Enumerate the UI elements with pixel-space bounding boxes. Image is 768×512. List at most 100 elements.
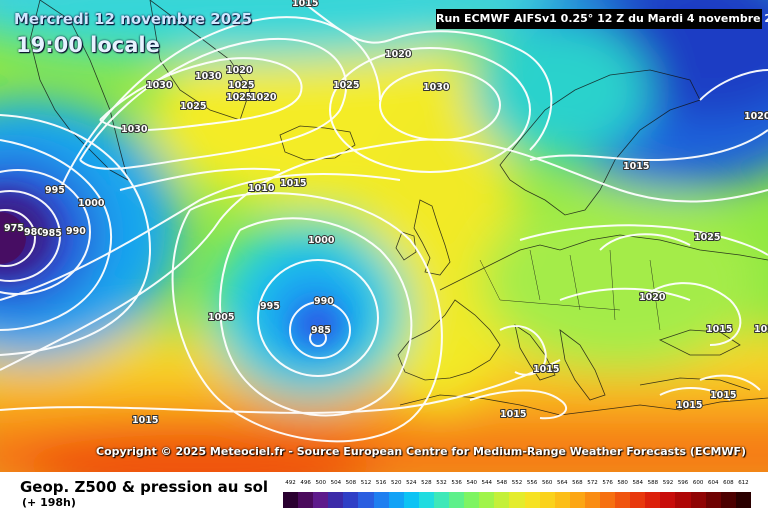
isobar-label: 1000 <box>308 235 335 246</box>
isobar-label: 1025 <box>333 80 359 91</box>
color-scale-label: 532 <box>436 480 447 486</box>
isobar-label: 1015 <box>706 324 732 335</box>
isobar-label: 985 <box>311 325 331 336</box>
isobar-label: 995 <box>45 185 65 196</box>
color-scale-swatch <box>705 492 721 508</box>
color-scale-label: 536 <box>451 480 462 486</box>
isobar-label: 1030 <box>195 71 222 82</box>
color-scale-swatch <box>539 492 555 508</box>
color-scale-label: 580 <box>617 480 628 486</box>
isobar-label: 1015 <box>533 364 559 375</box>
color-scale-label: 600 <box>692 480 704 486</box>
color-scale-label: 604 <box>708 480 719 486</box>
color-scale-swatch <box>388 492 404 508</box>
color-scale-label: 496 <box>300 480 311 486</box>
color-scale-swatch <box>615 492 631 508</box>
copyright-notice: Copyright © 2025 Meteociel.fr - Source E… <box>96 445 747 458</box>
isobar-label: 1020 <box>250 92 277 103</box>
color-scale-swatch <box>675 492 691 508</box>
color-scale-label: 548 <box>496 480 508 486</box>
color-scale-swatch <box>524 492 540 508</box>
color-scale-label: 524 <box>406 480 417 486</box>
color-scale-swatch <box>433 492 450 508</box>
color-scale-label: 556 <box>526 480 538 486</box>
color-scale-swatch <box>584 492 600 508</box>
color-scale-label: 596 <box>677 480 689 486</box>
isobar-labels: 1015 1020 1030 1030 1020 1025 1025 1020 … <box>3 0 768 427</box>
isobar-label: 1015 <box>500 409 526 420</box>
isobar-label: 1030 <box>146 80 173 91</box>
color-scale-swatch <box>358 492 374 508</box>
isobar-label: 1015 <box>280 178 306 189</box>
color-scale-bar <box>283 492 751 508</box>
isobar-label: 990 <box>314 296 334 307</box>
color-scale-swatch <box>403 492 419 508</box>
isobar-label: 1025 <box>180 101 206 112</box>
color-scale-label: 504 <box>330 480 342 486</box>
coastlines <box>29 0 768 416</box>
isobar-label: 995 <box>260 301 280 312</box>
color-scale-label: 592 <box>662 480 674 486</box>
isobars <box>0 0 768 443</box>
isobar-label: 1015 <box>676 400 702 411</box>
color-scale-label: 516 <box>375 480 387 486</box>
isobar-label: 1015 <box>710 390 736 401</box>
isobar-label: 1025 <box>228 80 254 91</box>
isobar-label: 1010 <box>248 183 275 194</box>
forecast-time: 19:00 locale <box>16 33 160 57</box>
color-scale-swatch <box>690 492 706 508</box>
color-scale-label: 560 <box>541 480 553 486</box>
color-scale-swatch <box>449 492 465 508</box>
isobar-label: 1005 <box>208 312 234 323</box>
color-scale-swatch <box>599 492 616 508</box>
color-scale-swatch <box>645 492 661 508</box>
color-scale-labels: 492 496 500 504 508 512 516 520 524 528 532 536 540 5… <box>283 480 751 490</box>
isobar-label: 985 <box>42 228 62 239</box>
color-scale-swatch <box>328 492 344 508</box>
isobar-label: 1020 <box>385 49 412 60</box>
color-scale-swatch <box>313 492 329 508</box>
color-scale-label: 492 <box>285 480 296 486</box>
forecast-map: 1015 1020 1030 1030 1020 1025 1025 1020 … <box>0 0 768 472</box>
isobar-label: 975 <box>4 223 24 234</box>
color-scale-label: 544 <box>481 480 493 486</box>
isobar-label: 1020 <box>744 111 768 122</box>
color-scale-label: 576 <box>602 480 613 486</box>
color-scale-label: 608 <box>723 480 734 486</box>
color-scale-swatch <box>298 492 314 508</box>
isobar-label: 1030 <box>121 124 148 135</box>
color-scale-label: 568 <box>572 480 583 486</box>
color-scale-label: 528 <box>421 480 432 486</box>
color-scale-swatch <box>660 492 676 508</box>
color-scale-label: 540 <box>466 480 477 486</box>
color-scale-label: 588 <box>647 480 659 486</box>
color-scale-label: 572 <box>587 480 598 486</box>
color-scale-swatch <box>554 492 570 508</box>
map-canvas: 1015 1020 1030 1030 1020 1025 1025 1020 … <box>0 0 768 472</box>
isobar-label: 1025 <box>226 92 252 103</box>
isobar-label: 980 <box>24 227 44 238</box>
color-scale-swatch <box>418 492 434 508</box>
isobar-label: 1020 <box>226 65 253 76</box>
color-scale-swatch <box>343 492 359 508</box>
model-run-label: Run ECMWF AIFSv1 0.25° 12 Z du Mardi 4 n… <box>436 9 768 29</box>
color-scale-swatch <box>735 492 751 508</box>
color-scale: 492 496 500 504 508 512 516 520 524 528 532 536 540 5… <box>283 480 751 508</box>
map-title: Geop. Z500 & pression au sol <box>20 478 269 496</box>
color-scale-swatch <box>720 492 736 508</box>
isobar-label: 1015 <box>623 161 649 172</box>
color-scale-label: 512 <box>360 480 372 486</box>
color-scale-label: 612 <box>738 480 749 486</box>
color-scale-label: 564 <box>557 480 568 486</box>
forecast-date: Mercredi 12 novembre 2025 <box>14 10 253 28</box>
color-scale-label: 500 <box>315 480 326 486</box>
color-scale-swatch <box>373 492 389 508</box>
isobar-label: 1015 <box>754 324 768 335</box>
isobar-label: 1000 <box>78 198 105 209</box>
isobar-label: 1015 <box>132 415 158 426</box>
color-scale-swatch <box>630 492 646 508</box>
color-scale-label: 584 <box>632 480 644 486</box>
legend-footer: Geop. Z500 & pression au sol (+ 198h) 49… <box>0 472 768 512</box>
color-scale-swatch <box>283 492 299 508</box>
color-scale-swatch <box>494 492 510 508</box>
